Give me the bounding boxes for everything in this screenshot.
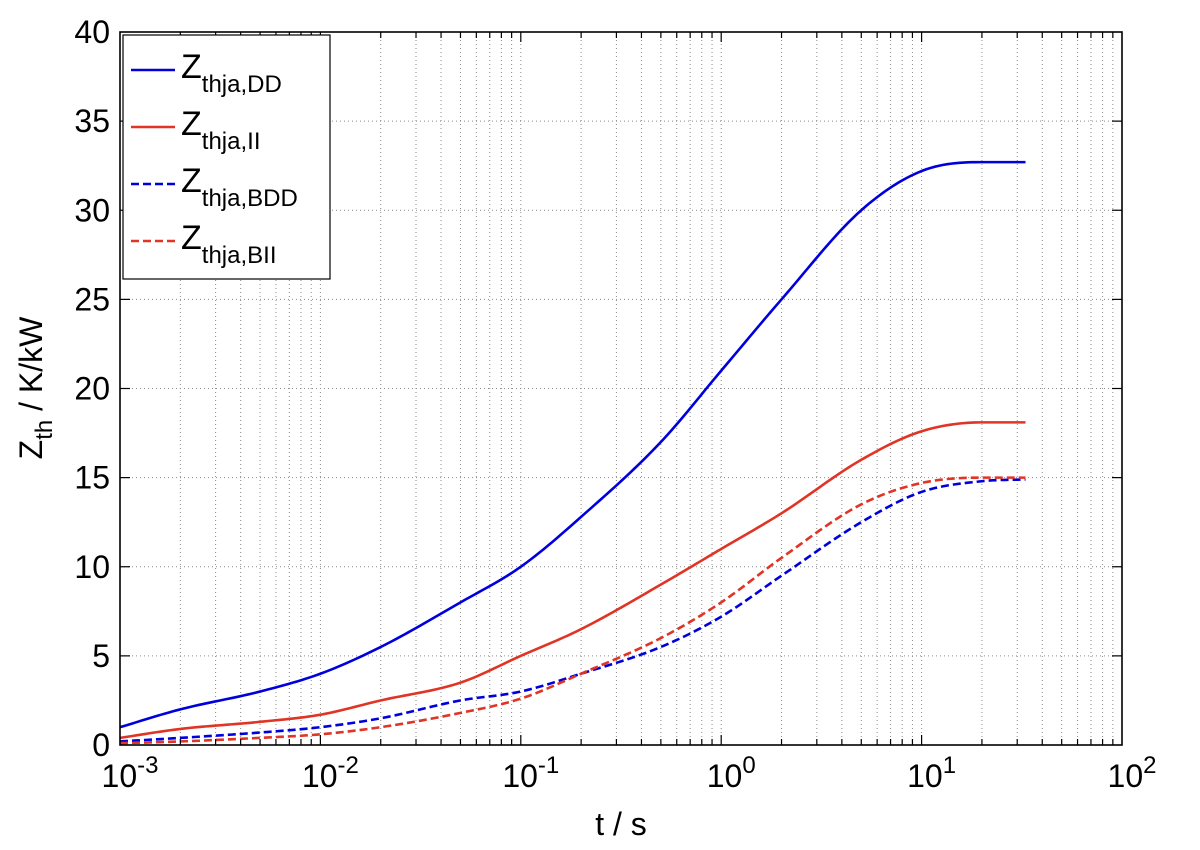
y-axis-title: Zth / K/kW xyxy=(13,316,58,459)
curves xyxy=(119,160,1026,745)
x-tick-label: 10-2 xyxy=(302,752,359,794)
legend-label: Zthja,II xyxy=(181,105,260,155)
y-tick-label: 20 xyxy=(74,371,110,407)
y-tick-label: 15 xyxy=(74,460,110,496)
y-tick-label: 25 xyxy=(74,281,110,317)
y-tick-label: 0 xyxy=(92,727,110,763)
y-tick-label: 30 xyxy=(74,192,110,228)
x-tick-label: 100 xyxy=(707,752,756,794)
x-tick-label: 10-1 xyxy=(502,752,559,794)
legend-box xyxy=(122,34,331,280)
x-tick-label: 102 xyxy=(1108,752,1157,794)
y-tick-label: 5 xyxy=(92,638,110,674)
legend-label: Zthja,BDD xyxy=(181,162,298,212)
x-axis-title: t / s xyxy=(595,806,647,842)
y-tick-label: 10 xyxy=(74,549,110,585)
x-tick-labels: 10-3 10-2 10-1 100 101 102 xyxy=(102,752,1157,794)
y-tick-label: 40 xyxy=(74,14,110,50)
legend-label: Zthja,BII xyxy=(181,219,277,269)
series-line xyxy=(119,421,1026,740)
y-tick-labels: 0 5 10 15 20 25 30 35 40 xyxy=(74,14,110,763)
x-tick-label: 10-3 xyxy=(102,752,159,794)
series-line xyxy=(119,160,1026,729)
legend: Zthja,DD Zthja,II Zthja,BDD Zthja,BII xyxy=(122,34,331,280)
series-line xyxy=(119,476,1026,745)
y-tick-label: 35 xyxy=(74,103,110,139)
x-tick-label: 101 xyxy=(907,752,956,794)
legend-label: Zthja,DD xyxy=(181,48,282,98)
